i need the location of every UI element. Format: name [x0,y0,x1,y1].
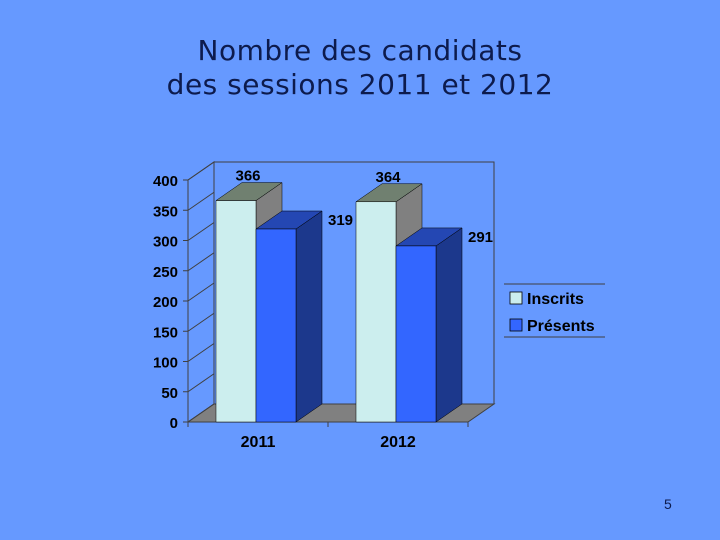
slide-title-line-1: Nombre des candidats [197,34,523,67]
y-tick-label: 200 [153,294,178,311]
y-tick-label: 50 [161,385,178,402]
data-label: 366 [235,168,260,185]
y-tick-label: 150 [153,324,178,341]
slide-title: Nombre des candidats des sessions 2011 e… [0,34,720,102]
legend-swatch [509,291,523,305]
y-tick-label: 400 [153,173,178,190]
data-label: 364 [375,169,401,186]
y-depth-line [187,252,215,272]
bar-front [395,245,437,423]
y-depth-line [187,403,215,423]
data-label: 319 [328,212,353,229]
legend-swatch [509,318,523,332]
page-number: 5 [664,496,672,512]
y-tick-label: 100 [153,355,178,372]
legend: Inscrits Présents [504,283,605,338]
bar-side [435,227,463,423]
data-label: 291 [468,229,493,246]
y-tick-label: 300 [153,234,178,251]
bar [255,210,323,423]
y-depth-line [187,222,215,241]
bar-front [215,200,257,423]
y-depth-line [187,191,215,211]
x-tick-label: 2011 [241,434,276,451]
x-tick-label: 2012 [380,434,416,451]
y-tick-label: 250 [153,264,178,281]
bar [395,227,463,423]
bar-side [295,210,323,423]
y-tick-label: 0 [170,415,178,432]
bar-front [255,228,297,423]
y-depth-line [187,312,215,332]
y-depth-line [187,373,215,393]
y-depth-line [187,161,215,181]
legend-label: Présents [527,318,595,335]
y-tick-label: 350 [153,203,178,220]
legend-label: Inscrits [527,291,584,308]
y-depth-line [187,282,215,302]
slide-title-line-2: des sessions 2011 et 2012 [166,68,554,101]
bar-front [355,201,397,423]
y-depth-line [187,343,215,362]
